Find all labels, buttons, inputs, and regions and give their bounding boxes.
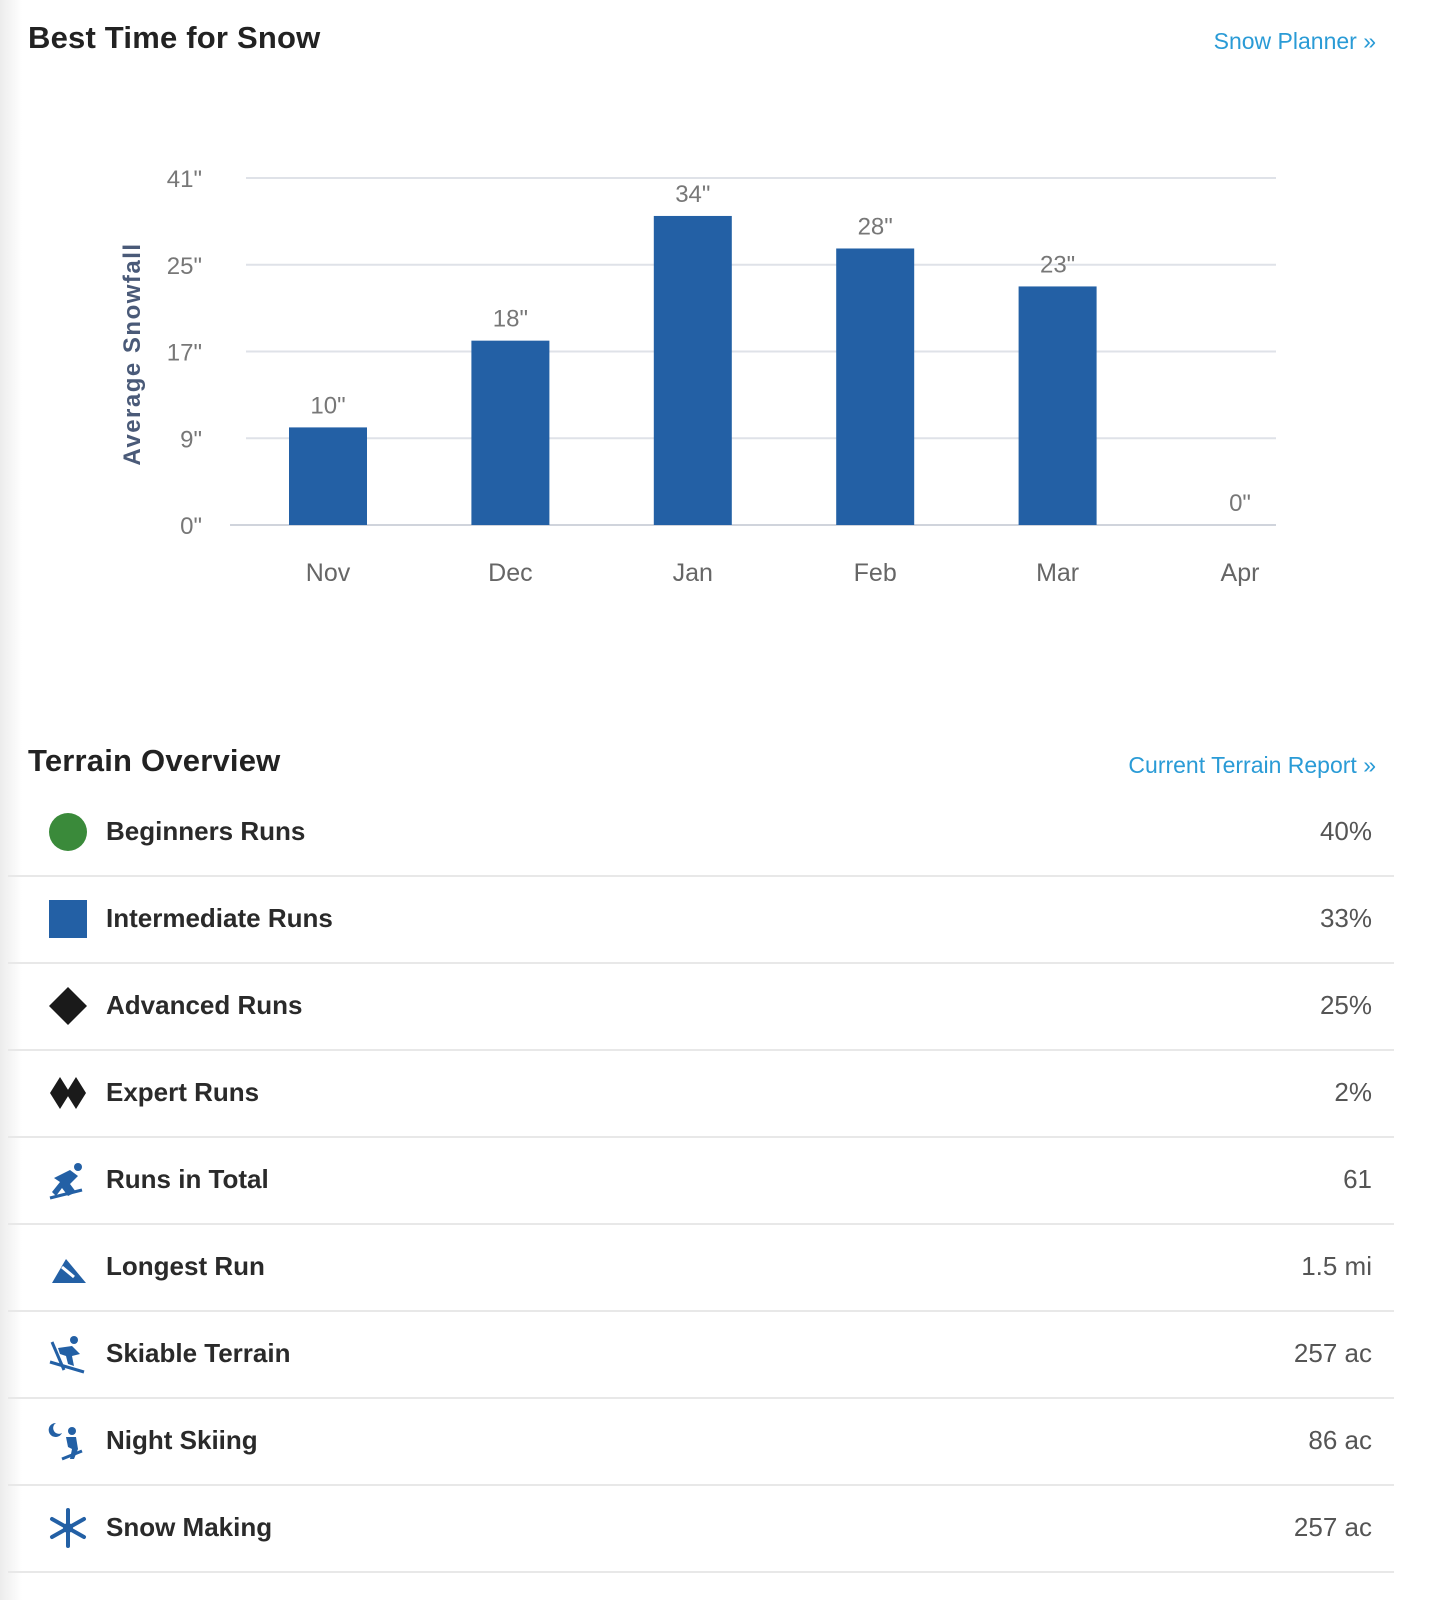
terrain-section-title: Terrain Overview <box>28 743 281 778</box>
terrain-row-value: 257 ac <box>1293 1512 1372 1542</box>
chart-x-tick-label: Apr <box>1221 559 1260 587</box>
terrain-row-value: 1.5 mi <box>1301 1251 1372 1281</box>
chart-x-tick-label: Feb <box>854 559 897 587</box>
chart-data-label: 23" <box>1040 251 1075 278</box>
chart-x-tick-label: Mar <box>1036 559 1079 587</box>
black-diamond-icon <box>46 984 90 1028</box>
chart-bar <box>653 215 732 525</box>
terrain-row-label: Beginners Runs <box>106 816 306 846</box>
freestyle-skier-icon <box>46 1332 90 1376</box>
chart-data-label: 18" <box>493 306 528 333</box>
terrain-row-value: 257 ac <box>1293 1338 1372 1368</box>
skier-icon <box>46 1158 90 1202</box>
blue-square-icon <box>46 897 90 941</box>
terrain-row-expert: Expert Runs 2% <box>8 1051 1394 1138</box>
night-skier-icon <box>46 1419 90 1463</box>
terrain-row-intermediate: Intermediate Runs 33% <box>8 877 1394 964</box>
snow-section-title: Best Time for Snow <box>28 20 321 55</box>
terrain-list: Beginners Runs 40% Intermediate Runs 33%… <box>8 790 1394 1573</box>
chart-data-label: 10" <box>310 392 345 419</box>
mountain-slope-icon <box>46 1245 90 1289</box>
chart-y-tick-label: 41" <box>167 166 202 193</box>
terrain-row-snowmaking: Snow Making 257 ac <box>8 1486 1394 1573</box>
terrain-row-label: Advanced Runs <box>106 990 303 1020</box>
chart-x-tick-label: Jan <box>673 559 713 587</box>
terrain-row-label: Runs in Total <box>106 1164 269 1194</box>
terrain-row-label: Expert Runs <box>106 1077 260 1107</box>
green-circle-icon <box>46 810 90 854</box>
chart-y-tick-label: 9" <box>180 426 202 453</box>
snowfall-bar-chart: 0" 9" 17" 25" 41" 10" 18" 34" 28" 23" 0" Nov Dec Ja… <box>119 166 1276 587</box>
chart-y-tick-label: 17" <box>167 340 202 367</box>
current-terrain-report-link[interactable]: Current Terrain Report » <box>1128 752 1376 778</box>
terrain-row-label: Snow Making <box>106 1512 273 1542</box>
terrain-row-value: 25% <box>1319 990 1372 1020</box>
terrain-row-value: 33% <box>1319 903 1372 933</box>
chart-bar <box>289 427 367 525</box>
snowflake-icon <box>46 1506 90 1550</box>
chart-y-axis-label: Average Snowfall <box>119 242 146 465</box>
chart-y-tick-label: 25" <box>167 253 202 280</box>
snow-planner-link[interactable]: Snow Planner » <box>1213 28 1376 54</box>
double-black-diamond-icon <box>46 1071 90 1115</box>
terrain-row-night: Night Skiing 86 ac <box>8 1399 1394 1486</box>
terrain-row-value: 2% <box>1334 1077 1372 1107</box>
terrain-row-advanced: Advanced Runs 25% <box>8 964 1394 1051</box>
terrain-row-value: 86 ac <box>1308 1425 1372 1455</box>
chart-data-labels: 10" 18" 34" 28" 23" 0" <box>310 181 1251 517</box>
chart-bar <box>471 340 550 525</box>
terrain-row-label: Longest Run <box>106 1251 265 1281</box>
left-edge-shade <box>0 0 22 1600</box>
chart-y-tick-label: 0" <box>180 513 202 540</box>
chart-x-ticks: Nov Dec Jan Feb Mar Apr <box>306 559 1260 587</box>
chart-grid <box>230 177 1276 526</box>
terrain-row-longest: Longest Run 1.5 mi <box>8 1225 1394 1312</box>
terrain-row-label: Skiable Terrain <box>106 1338 291 1368</box>
terrain-row-value: 61 <box>1343 1164 1372 1194</box>
chart-data-label: 34" <box>675 181 710 208</box>
chart-bars <box>289 215 1097 525</box>
terrain-row-total: Runs in Total 61 <box>8 1138 1394 1225</box>
chart-bar <box>1018 286 1097 525</box>
terrain-row-value: 40% <box>1319 816 1372 846</box>
chart-data-label: 28" <box>858 213 893 240</box>
chart-data-label: 0" <box>1229 490 1251 517</box>
chart-y-ticks: 0" 9" 17" 25" 41" <box>167 166 202 540</box>
terrain-row-label: Night Skiing <box>106 1425 258 1455</box>
chart-x-tick-label: Dec <box>488 559 532 587</box>
terrain-row-label: Intermediate Runs <box>106 903 333 933</box>
chart-x-tick-label: Nov <box>306 559 351 587</box>
terrain-row-beginners: Beginners Runs 40% <box>8 790 1394 877</box>
chart-bar <box>836 248 915 525</box>
terrain-row-skiable: Skiable Terrain 257 ac <box>8 1312 1394 1399</box>
